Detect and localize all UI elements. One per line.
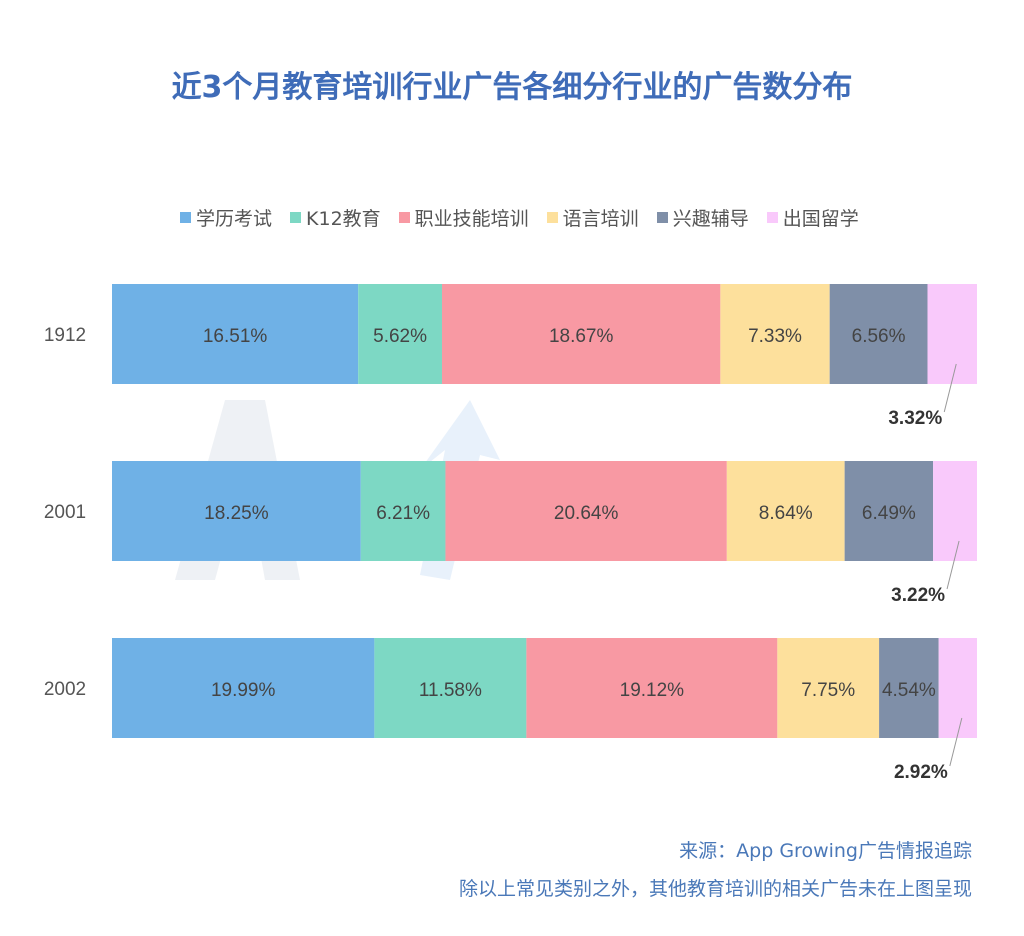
legend-swatch xyxy=(546,212,558,223)
data-label: 6.56% xyxy=(852,326,906,347)
data-label: 18.67% xyxy=(549,326,614,347)
legend-swatch xyxy=(766,212,778,223)
bar-segment xyxy=(445,461,727,561)
data-label: 7.75% xyxy=(801,680,855,701)
data-label: 7.33% xyxy=(748,326,802,347)
bar-segment xyxy=(777,638,880,738)
bar-segment xyxy=(726,461,845,561)
legend-label: K12教育 xyxy=(306,208,381,230)
bar-segment xyxy=(360,461,446,561)
data-label: 19.12% xyxy=(620,680,685,701)
bar-segment xyxy=(933,461,977,561)
legend-swatch xyxy=(656,212,668,223)
bar-segment xyxy=(112,461,361,561)
data-label: 11.58% xyxy=(419,680,482,701)
legend-swatch xyxy=(290,212,302,223)
data-label: 8.64% xyxy=(759,503,813,524)
bar-segment xyxy=(938,638,977,738)
legend-label: 学历考试 xyxy=(196,208,273,230)
legend-label: 职业技能培训 xyxy=(414,208,529,230)
leader-line xyxy=(946,540,960,590)
legend-item: K12教育 xyxy=(290,204,381,231)
bar-segment xyxy=(879,638,939,738)
leader-line xyxy=(943,363,957,413)
source-note: 来源：App Growing广告情报追踪 xyxy=(679,840,972,862)
category-label: 2001 xyxy=(44,502,86,523)
data-label: 3.22% xyxy=(891,585,945,606)
category-label: 1912 xyxy=(44,325,86,346)
bar-segment xyxy=(112,638,375,738)
bar-segment xyxy=(374,638,527,738)
data-label: 4.54% xyxy=(882,680,936,701)
legend-swatch xyxy=(398,212,410,223)
bar-segment xyxy=(441,284,721,384)
leader-line xyxy=(949,717,963,767)
legend-item: 出国留学 xyxy=(766,204,859,231)
data-label: 20.64% xyxy=(554,503,619,524)
category-label: 2002 xyxy=(44,679,86,700)
legend-item: 学历考试 xyxy=(180,204,272,231)
legend-swatch xyxy=(180,212,191,223)
legend-item: 语言培训 xyxy=(546,204,639,231)
data-label: 6.21% xyxy=(376,503,430,524)
data-label: 2.92% xyxy=(894,762,948,783)
legend-label: 出国留学 xyxy=(782,208,859,230)
legend-item: 兴趣辅导 xyxy=(656,204,749,231)
bar-segment xyxy=(358,284,442,384)
legend-item: 职业技能培训 xyxy=(398,204,529,231)
disclaimer-note: 除以上常见类别之外，其他教育培训的相关广告未在上图呈现 xyxy=(458,878,972,900)
data-label: 3.32% xyxy=(888,408,942,429)
bar-segment xyxy=(927,284,977,384)
legend-label: 兴趣辅导 xyxy=(672,208,749,230)
bar-segment xyxy=(112,284,359,384)
bar-segment xyxy=(829,284,928,384)
chart-title: 近3个月教育培训行业广告各细分行业的广告数分布 xyxy=(171,70,853,105)
data-label: 6.49% xyxy=(862,503,916,524)
bar-segment xyxy=(844,461,934,561)
legend: 学历考试 K12教育 职业技能培训 语言培训 兴趣辅导 出国留学 xyxy=(180,204,859,231)
data-label: 19.99% xyxy=(211,680,276,701)
data-label: 16.51% xyxy=(203,326,268,347)
bar-segment xyxy=(526,638,778,738)
data-label: 18.25% xyxy=(204,503,269,524)
legend-label: 语言培训 xyxy=(562,208,639,230)
data-label: 5.62% xyxy=(373,326,427,347)
bar-segment xyxy=(720,284,830,384)
